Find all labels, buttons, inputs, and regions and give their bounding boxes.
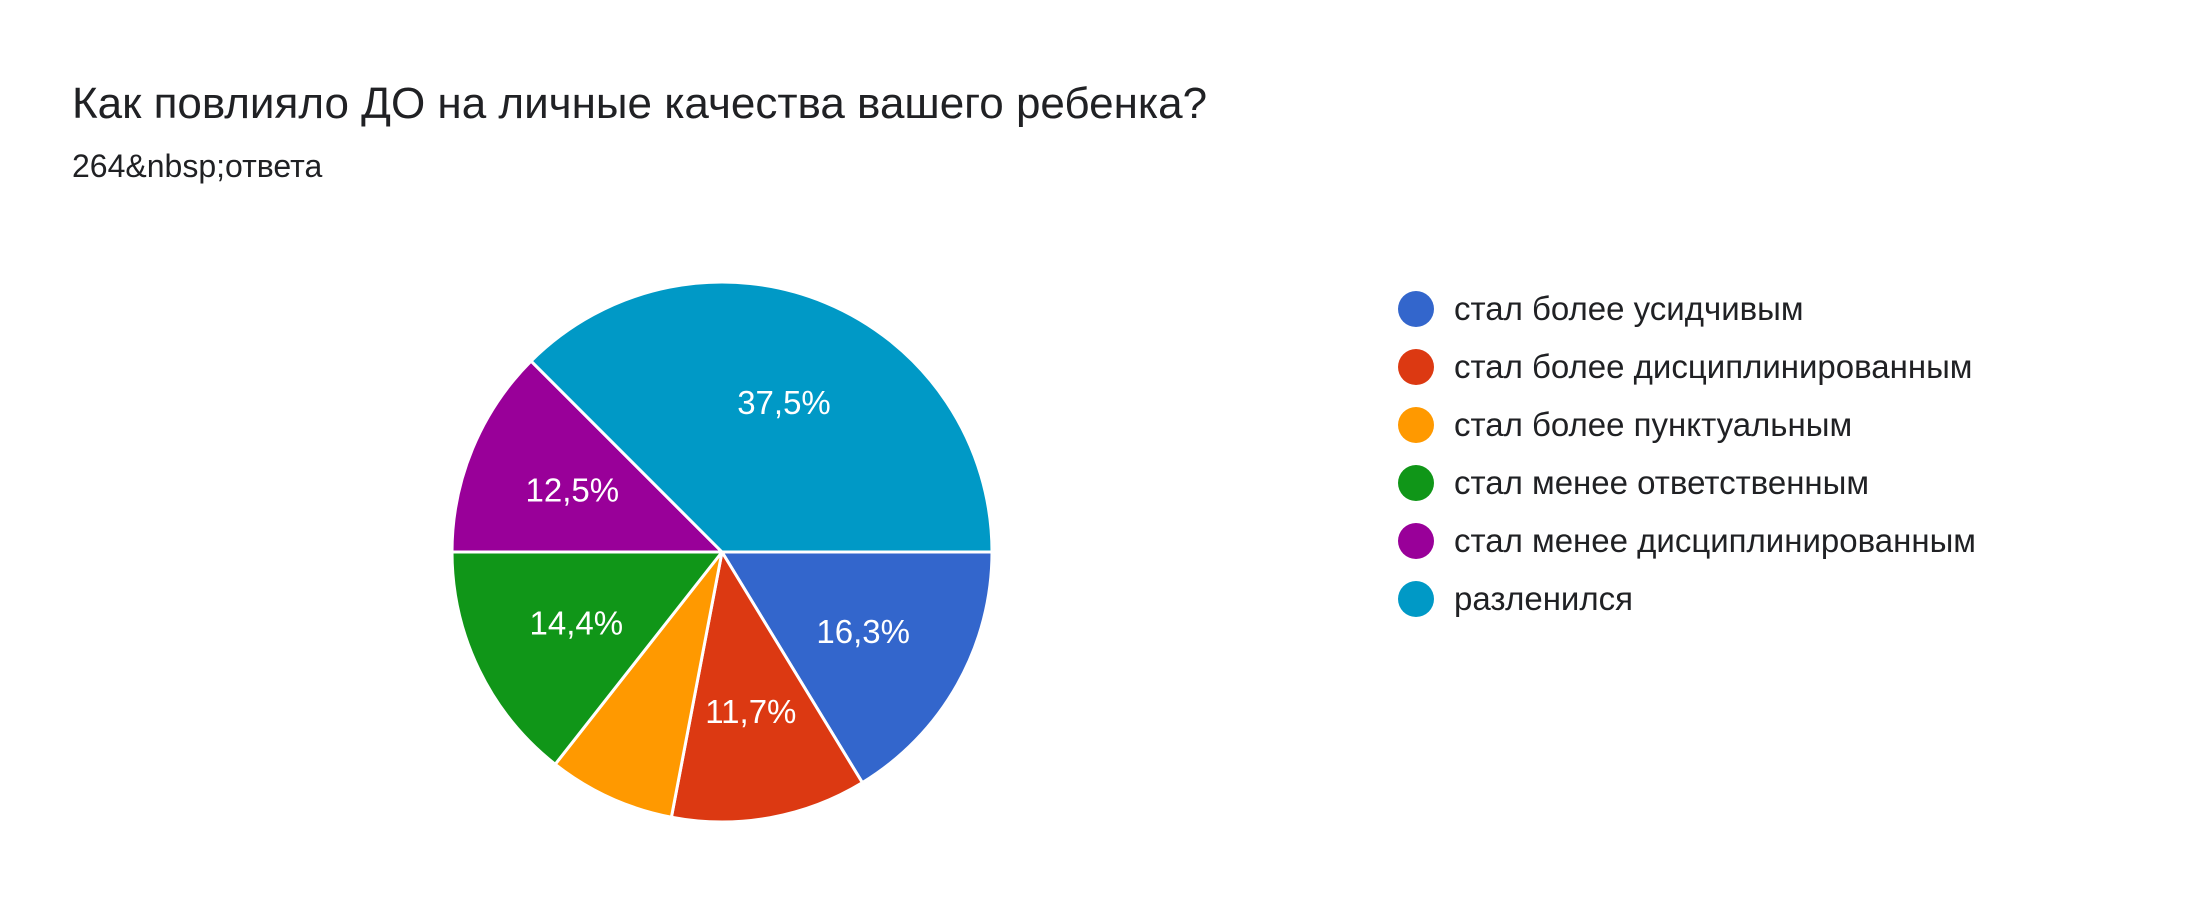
legend-item-2[interactable]: стал более пунктуальным (1398, 396, 1976, 454)
chart-legend: стал более усидчивым стал более дисциплин… (1398, 280, 1976, 628)
chart-title: Как повлияло ДО на личные качества вашег… (72, 79, 1208, 128)
slice-label-5: 37,5% (737, 384, 831, 421)
legend-item-0[interactable]: стал более усидчивым (1398, 280, 1976, 338)
response-count: 264&nbsp;ответа (72, 148, 323, 184)
legend-item-4[interactable]: стал менее дисциплинированным (1398, 512, 1976, 570)
legend-item-1[interactable]: стал более дисциплинированным (1398, 338, 1976, 396)
pie-slice-5[interactable] (528, 280, 994, 554)
legend-swatch-icon (1398, 349, 1434, 385)
legend-swatch-icon (1398, 465, 1434, 501)
legend-item-3[interactable]: стал менее ответственным (1398, 454, 1976, 512)
legend-swatch-icon (1398, 407, 1434, 443)
pie-slice-3[interactable] (450, 550, 726, 767)
legend-label: стал менее ответственным (1454, 464, 1870, 501)
legend-label: стал менее дисциплинированным (1454, 522, 1976, 559)
pie-slice-2[interactable] (553, 551, 724, 819)
slice-label-0: 16,3% (816, 613, 910, 650)
pie-slice-1[interactable] (669, 547, 865, 824)
slice-label-3: 14,4% (530, 604, 624, 641)
legend-item-5[interactable]: разленился (1398, 570, 1976, 628)
slice-label-1: 11,7% (705, 693, 796, 730)
legend-label: стал более пунктуальным (1454, 406, 1853, 443)
legend-label: стал более дисциплинированным (1454, 348, 1973, 385)
legend-label: разленился (1454, 580, 1633, 617)
legend-label: стал более усидчивым (1454, 290, 1804, 327)
legend-swatch-icon (1398, 581, 1434, 617)
legend-swatch-icon (1398, 523, 1434, 559)
pie-slice-4[interactable] (450, 358, 726, 554)
pie-slice-0[interactable] (719, 550, 994, 785)
slice-label-4: 12,5% (526, 472, 620, 509)
legend-swatch-icon (1398, 291, 1434, 327)
